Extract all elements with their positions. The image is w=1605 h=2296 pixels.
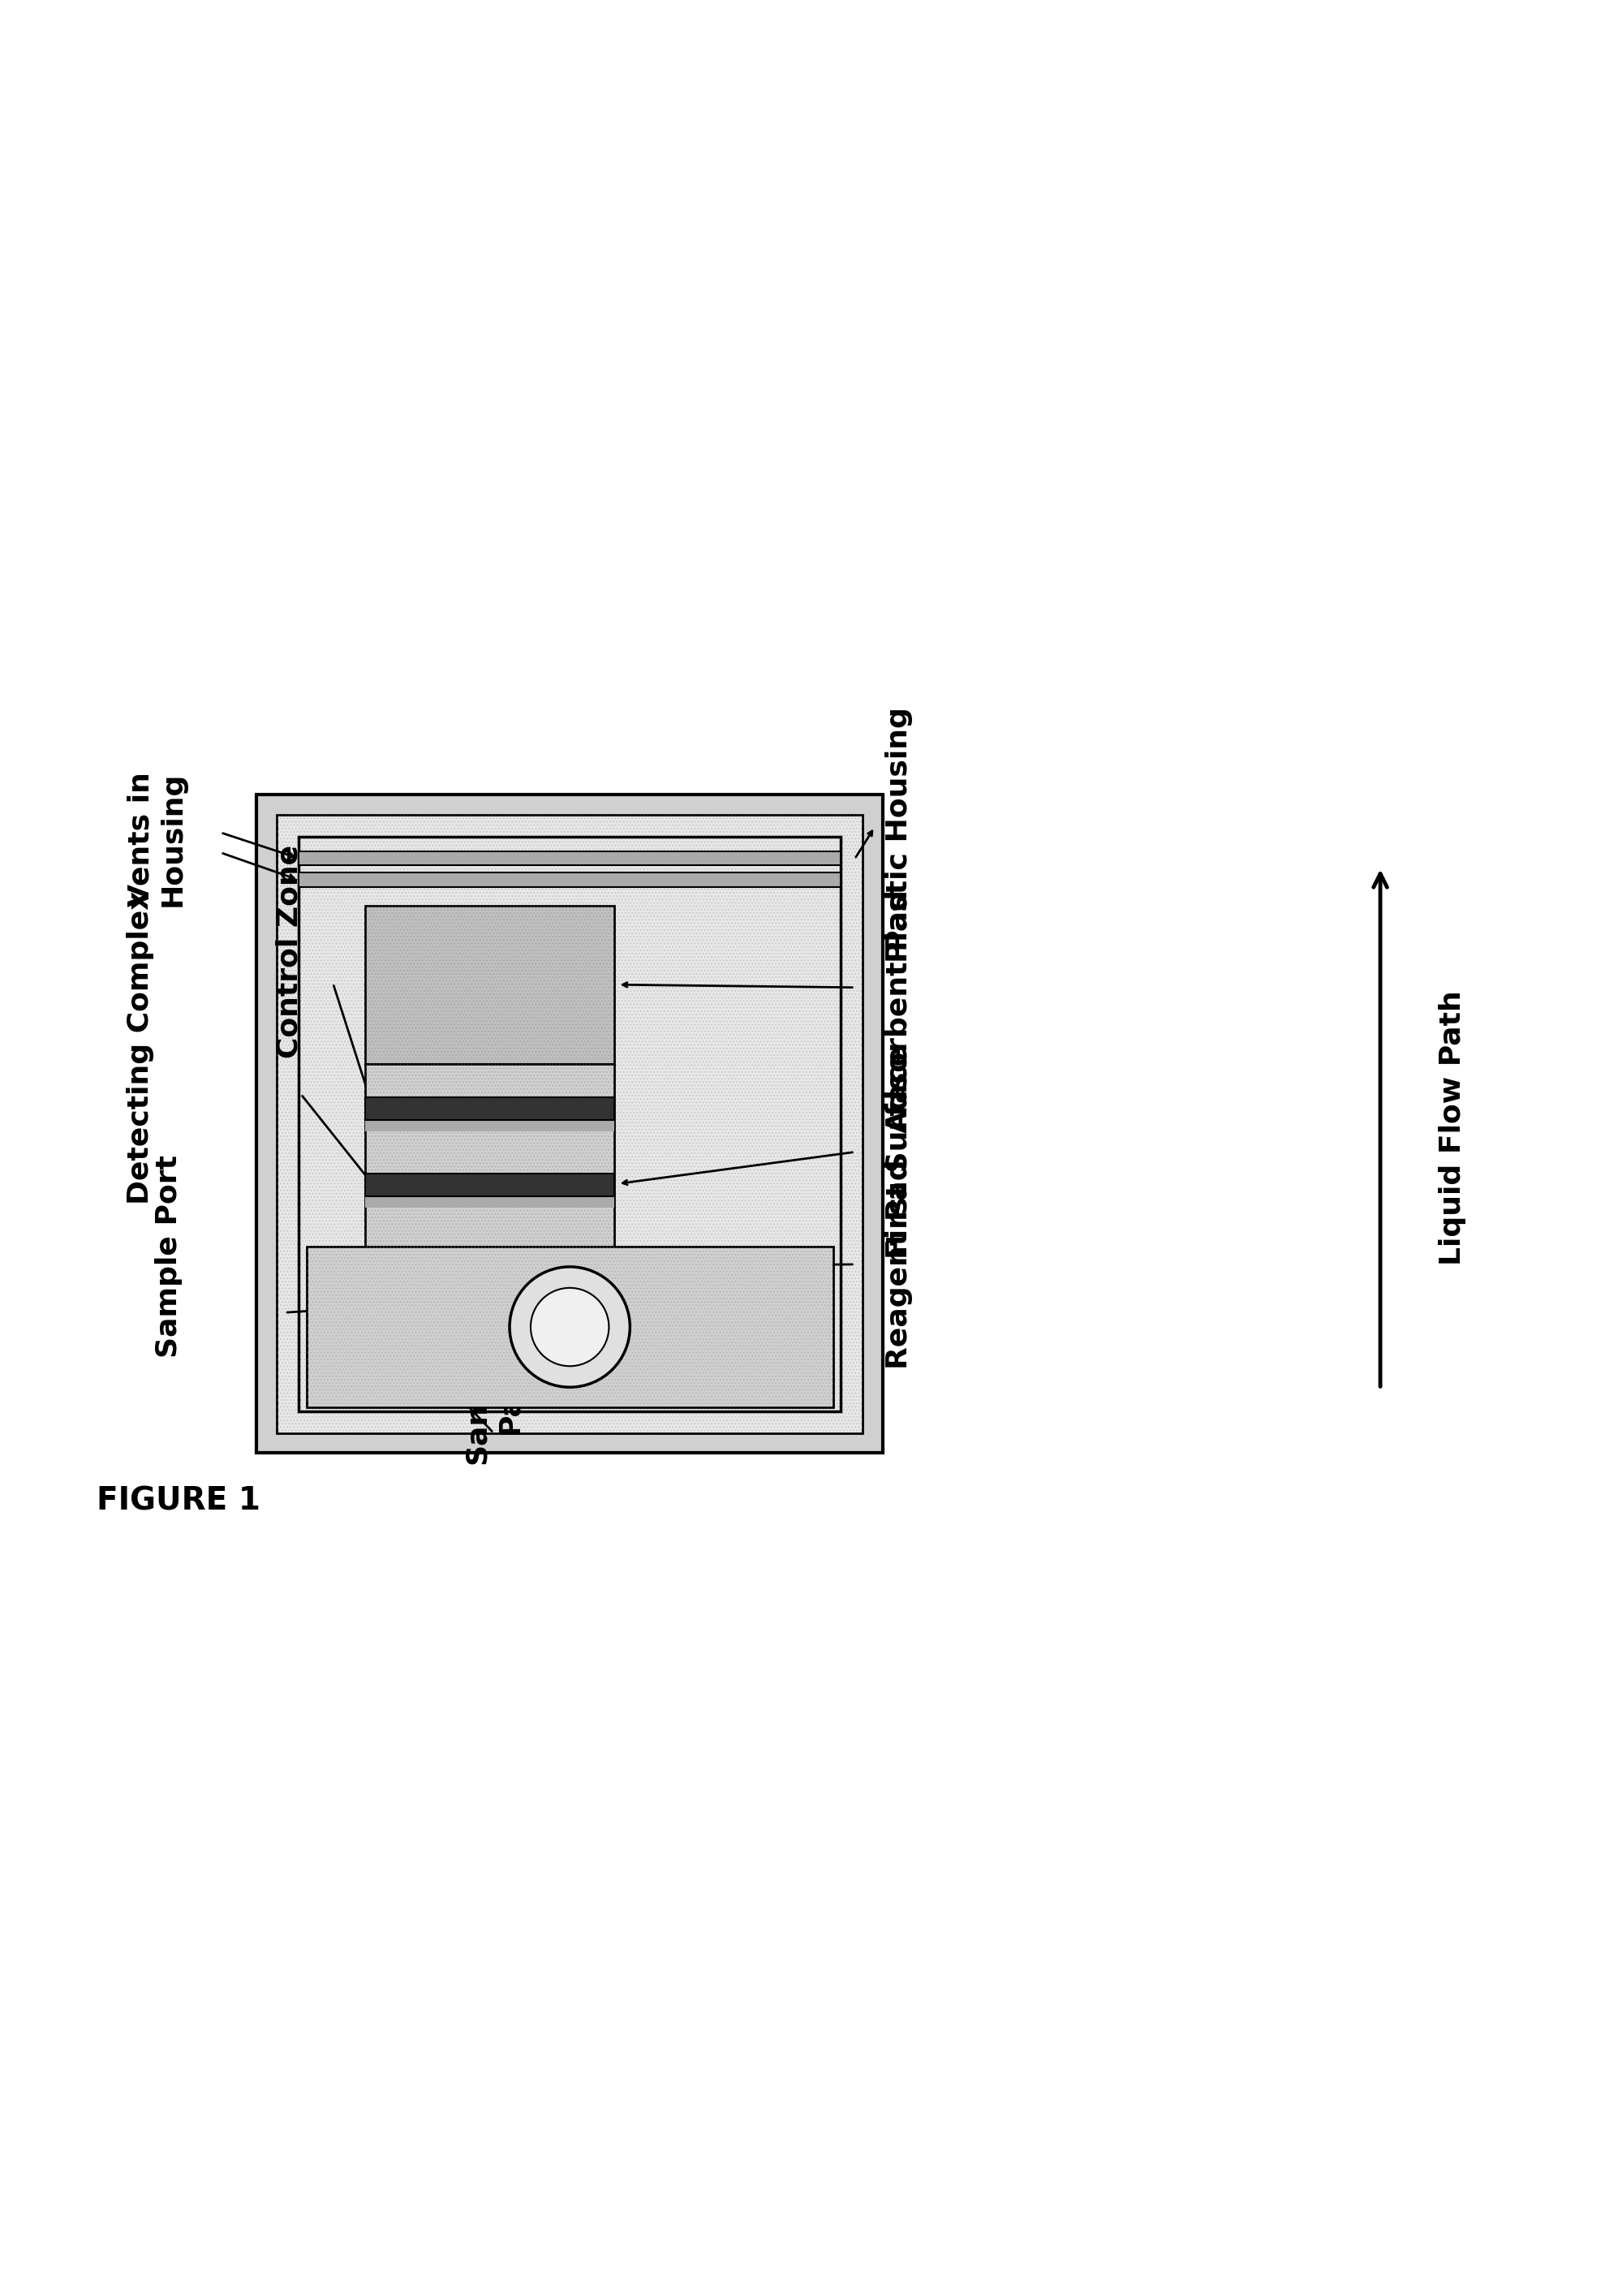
Text: Plastic Housing: Plastic Housing — [884, 707, 913, 962]
Text: First Surface: First Surface — [884, 1045, 913, 1258]
Bar — [307, 1247, 833, 1407]
Bar — [278, 815, 863, 1433]
Circle shape — [531, 1288, 608, 1366]
Bar — [299, 872, 841, 886]
Bar — [366, 1063, 615, 1249]
Bar — [278, 815, 863, 1433]
Text: Sample Port: Sample Port — [154, 1155, 183, 1357]
Text: Liquid Flow Path: Liquid Flow Path — [1438, 990, 1467, 1265]
Text: Vents in
Housing: Vents in Housing — [127, 771, 186, 907]
Bar — [366, 1063, 615, 1249]
Bar — [366, 1120, 615, 1132]
Bar — [257, 794, 883, 1453]
Bar — [366, 905, 615, 1063]
Text: Detecting Complex: Detecting Complex — [127, 891, 154, 1205]
Bar — [299, 836, 841, 1412]
Text: FIGURE 1: FIGURE 1 — [96, 1486, 260, 1518]
Text: Control Zone: Control Zone — [274, 845, 303, 1058]
Bar — [366, 1196, 615, 1208]
Bar — [366, 1173, 615, 1196]
Bar — [366, 1097, 615, 1120]
Bar — [307, 1247, 833, 1407]
Text: Sample
Pad: Sample Pad — [464, 1343, 523, 1465]
Text: Reagent Pad: Reagent Pad — [884, 1159, 913, 1368]
Bar — [366, 905, 615, 1063]
Bar — [299, 852, 841, 866]
Text: Adsorbent Pad: Adsorbent Pad — [884, 891, 913, 1134]
Bar — [414, 1249, 565, 1283]
Circle shape — [510, 1267, 629, 1387]
